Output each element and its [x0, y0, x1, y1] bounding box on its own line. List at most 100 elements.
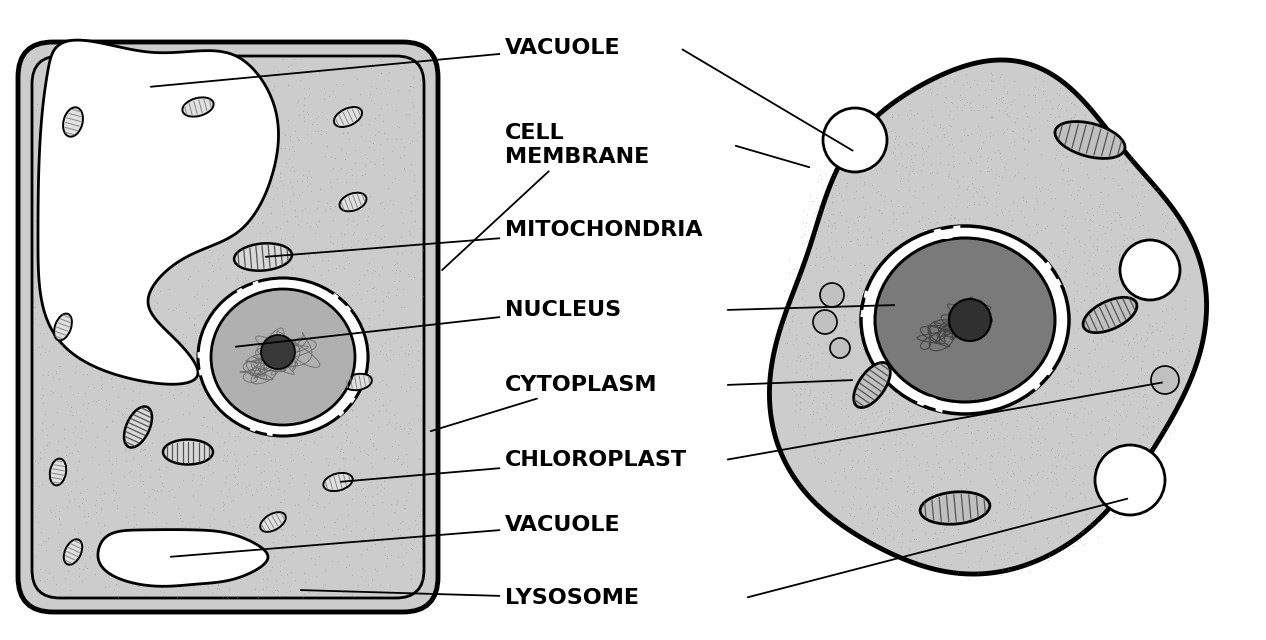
Point: [279, 581, 299, 591]
Point: [361, 476, 381, 486]
Point: [981, 246, 1001, 256]
Point: [979, 359, 999, 369]
Point: [952, 488, 972, 499]
Point: [1019, 567, 1039, 577]
Point: [889, 316, 909, 326]
Point: [33, 225, 53, 235]
Point: [1090, 187, 1110, 197]
Point: [363, 500, 384, 510]
Point: [965, 314, 985, 324]
Point: [1137, 246, 1157, 256]
Point: [163, 492, 184, 502]
Point: [981, 70, 1001, 80]
Point: [265, 454, 285, 465]
Point: [127, 584, 147, 594]
Point: [931, 157, 951, 167]
Point: [1131, 211, 1151, 221]
Point: [885, 134, 905, 145]
Point: [1039, 408, 1060, 418]
Point: [1065, 120, 1085, 131]
Point: [818, 347, 838, 357]
Point: [1046, 387, 1066, 397]
Point: [261, 209, 281, 219]
Point: [344, 325, 365, 335]
Point: [309, 551, 329, 561]
Point: [368, 406, 389, 417]
Point: [857, 461, 877, 472]
Point: [796, 375, 817, 385]
Point: [1129, 260, 1150, 270]
Point: [849, 259, 870, 269]
Point: [96, 218, 116, 228]
Point: [860, 402, 880, 412]
Point: [343, 227, 363, 237]
Point: [363, 265, 384, 275]
Point: [223, 412, 243, 422]
Point: [296, 526, 316, 536]
Point: [956, 483, 976, 493]
Point: [158, 538, 179, 548]
Point: [296, 172, 316, 182]
Point: [399, 85, 419, 95]
Point: [852, 285, 872, 296]
Point: [377, 520, 398, 530]
Point: [225, 536, 246, 547]
Point: [1028, 299, 1048, 309]
Point: [971, 520, 991, 530]
Point: [232, 534, 252, 545]
Point: [318, 374, 338, 385]
Point: [872, 234, 893, 244]
Point: [142, 166, 162, 176]
Point: [134, 503, 154, 513]
Point: [294, 411, 314, 421]
Point: [162, 538, 182, 548]
Point: [30, 328, 51, 338]
Point: [1055, 265, 1075, 275]
Point: [80, 155, 100, 165]
Point: [216, 355, 237, 365]
Point: [982, 404, 1003, 415]
Point: [1058, 362, 1079, 372]
Point: [233, 147, 253, 157]
Point: [1109, 419, 1129, 429]
Point: [242, 405, 262, 415]
Point: [329, 408, 349, 419]
Point: [967, 336, 987, 346]
Point: [1072, 531, 1093, 541]
Point: [1093, 204, 1113, 214]
Point: [790, 271, 810, 281]
Point: [253, 407, 273, 417]
Point: [339, 209, 360, 220]
Point: [42, 188, 62, 198]
Point: [47, 407, 67, 417]
Point: [1119, 399, 1139, 409]
Point: [1027, 469, 1047, 479]
Point: [139, 524, 160, 534]
Point: [265, 586, 285, 596]
Point: [1023, 344, 1043, 355]
Point: [385, 236, 405, 246]
Point: [60, 589, 80, 599]
Point: [855, 326, 875, 337]
Point: [951, 386, 971, 396]
Point: [1106, 449, 1127, 459]
Point: [28, 148, 48, 159]
Point: [162, 456, 182, 466]
Point: [82, 127, 103, 138]
Point: [912, 164, 932, 175]
Point: [913, 115, 933, 125]
Point: [219, 428, 239, 438]
Point: [349, 468, 370, 478]
Point: [952, 497, 972, 508]
Point: [144, 303, 165, 314]
Point: [981, 223, 1001, 233]
Point: [68, 351, 89, 362]
Point: [871, 300, 891, 310]
Point: [199, 341, 219, 351]
Point: [87, 324, 108, 334]
Point: [1020, 511, 1041, 522]
Polygon shape: [97, 530, 268, 586]
Point: [853, 232, 874, 242]
Point: [891, 303, 912, 314]
Point: [203, 266, 223, 276]
